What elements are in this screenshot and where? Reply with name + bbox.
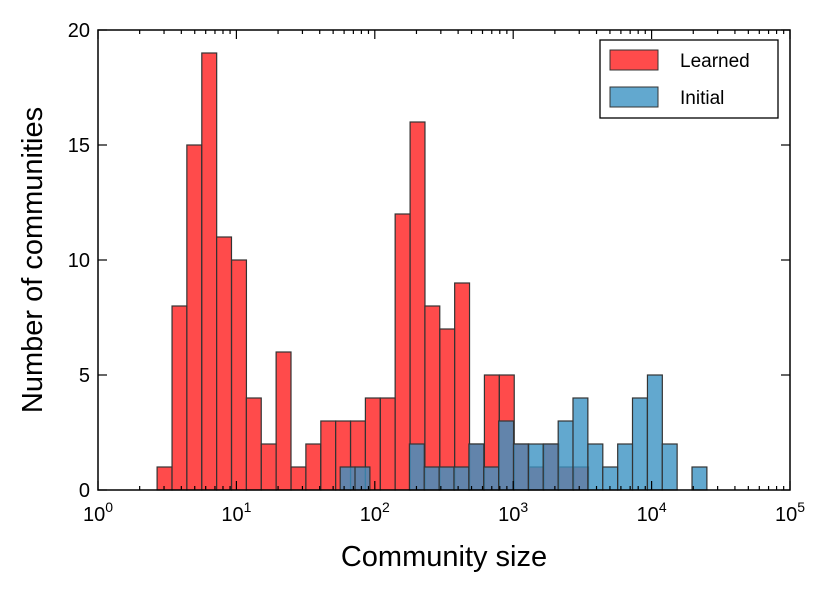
bar-learned-20	[454, 282, 471, 491]
bar-initial-9	[512, 443, 529, 491]
bar-initial-19	[661, 443, 678, 491]
plot-frame	[97, 29, 791, 491]
bar-initial-14	[587, 443, 604, 491]
bar-learned-18	[424, 305, 441, 491]
bar-learned-4	[216, 236, 233, 491]
bar-initial-5	[453, 466, 470, 491]
y-tick-label: 20	[68, 20, 90, 42]
bar-initial-7	[483, 466, 500, 491]
legend: Learned Initial	[599, 39, 779, 119]
bar-learned-19	[439, 328, 456, 491]
bar-initial-17	[631, 397, 648, 491]
x-axis-label: Community size	[341, 541, 547, 573]
bar-initial-20	[691, 466, 708, 491]
bar-learned-1	[171, 305, 188, 491]
tick-labels-layer: 100 101 102 103 104 105 0 5 10 15 20	[68, 20, 805, 526]
x-tick-label: 101	[221, 499, 251, 526]
bar-initial-11	[542, 443, 559, 491]
y-tick-label: 10	[68, 250, 90, 272]
bar-learned-3	[201, 52, 218, 491]
legend-label-learned: Learned	[680, 51, 750, 72]
legend-swatch-initial	[609, 86, 659, 108]
x-tick-label: 102	[360, 499, 390, 526]
bar-learned-8	[275, 351, 292, 491]
y-axis-label: Number of communities	[17, 107, 49, 413]
bar-learned-15	[379, 397, 396, 491]
x-tick-label: 105	[775, 499, 805, 526]
y-tick-label: 0	[79, 480, 90, 502]
bar-initial-18	[646, 374, 663, 491]
x-tick-label: 100	[83, 499, 113, 526]
bar-initial-13	[572, 397, 589, 491]
y-tick-label: 15	[68, 135, 90, 157]
x-tick-label: 104	[637, 499, 667, 526]
bar-learned-9	[290, 466, 307, 491]
legend-label-initial: Initial	[680, 88, 724, 109]
bar-initial-1	[354, 466, 371, 491]
bar-initial-12	[557, 420, 574, 491]
bar-learned-17	[409, 121, 426, 491]
bar-initial-16	[617, 443, 634, 491]
legend-swatch-learned	[609, 49, 659, 71]
bar-learned-5	[230, 259, 248, 491]
series-learned	[156, 52, 590, 491]
bar-learned-2	[186, 144, 203, 491]
y-tick-label: 5	[79, 365, 90, 387]
x-tick-label: 103	[498, 499, 528, 526]
bar-initial-10	[527, 443, 544, 491]
bar-learned-7	[260, 443, 277, 491]
bar-initial-6	[468, 443, 485, 491]
bar-learned-11	[320, 420, 337, 491]
bar-initial-8	[498, 420, 515, 491]
bar-initial-3	[423, 466, 440, 491]
bar-learned-10	[305, 443, 322, 491]
bar-learned-6	[245, 397, 262, 491]
bar-learned-16	[394, 213, 411, 491]
bar-initial-2	[408, 443, 425, 491]
